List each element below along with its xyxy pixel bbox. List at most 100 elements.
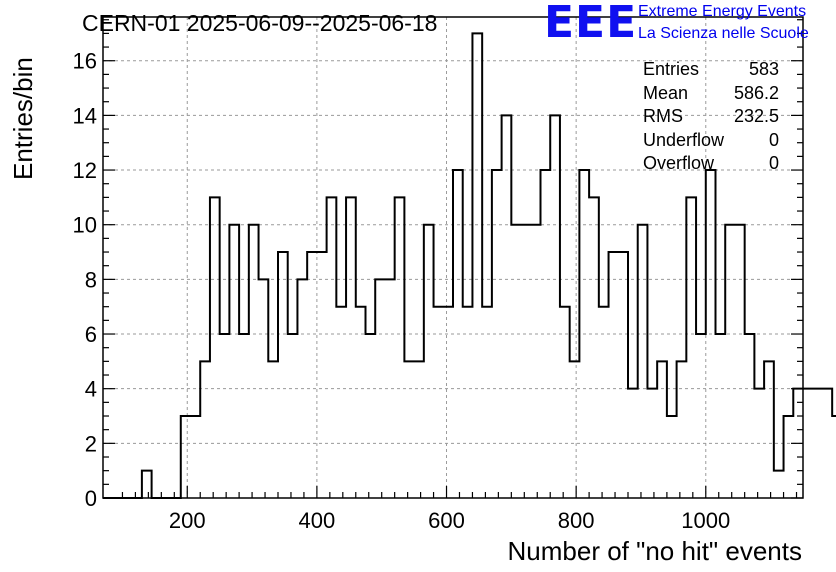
histogram-outline: [103, 32, 836, 499]
histogram-bin: [346, 197, 356, 498]
y-tick-label: 0: [85, 486, 97, 511]
histogram-bin: [317, 252, 327, 498]
histogram-bin: [414, 361, 424, 498]
histogram-bin: [531, 225, 541, 498]
stat-overflow: Overflow 0: [643, 152, 779, 176]
histogram-bin: [404, 361, 414, 498]
eee-logo: EEE Extreme Energy Events La Scienza nel…: [544, 0, 834, 48]
histogram-bin: [813, 389, 823, 498]
histogram-bin: [424, 225, 434, 498]
histogram-bin: [229, 225, 239, 498]
histogram-bin: [774, 471, 784, 498]
y-tick-label: 12: [73, 158, 97, 183]
histogram-bars: [103, 32, 836, 499]
y-tick-label: 2: [85, 431, 97, 456]
stat-entries: Entries 583: [643, 58, 779, 82]
histogram-bin: [191, 416, 201, 498]
histogram-bin: [259, 279, 269, 498]
histogram-bin: [628, 389, 638, 498]
chart-title: CERN-01 2025-06-09--2025-06-18: [82, 10, 438, 36]
histogram-bin: [706, 170, 716, 498]
histogram-bin: [784, 416, 794, 498]
histogram-bin: [570, 361, 580, 498]
histogram-bin: [210, 197, 220, 498]
y-tick-label: 10: [73, 213, 97, 238]
histogram-bin: [560, 307, 570, 498]
x-tick-label: 800: [558, 508, 595, 533]
histogram-bin: [492, 170, 502, 498]
histogram-bin: [618, 252, 628, 498]
stat-value: 0: [768, 153, 779, 173]
y-axis-label: Entries/bin: [8, 57, 38, 180]
histogram-bin: [200, 361, 210, 498]
histogram-bin: [686, 197, 696, 498]
histogram-bin: [482, 307, 492, 498]
histogram-bin: [181, 416, 191, 498]
x-tick-label: 200: [169, 508, 206, 533]
axis-ticks: [103, 19, 803, 499]
histogram-bin: [463, 307, 473, 498]
x-tick-label: 1000: [681, 508, 730, 533]
histogram-bin: [511, 225, 521, 498]
histogram-bin: [268, 361, 278, 498]
y-tick-label: 6: [85, 322, 97, 347]
histogram-bin: [754, 389, 764, 498]
stat-label: Overflow: [643, 153, 715, 173]
histogram-bin: [356, 307, 366, 498]
histogram-bin: [453, 170, 463, 498]
stat-label: Entries: [643, 59, 700, 79]
histogram-bin: [443, 307, 453, 498]
histogram-bin: [832, 416, 836, 498]
histogram-bin: [638, 225, 648, 498]
histogram-bin: [502, 115, 512, 498]
histogram-bin: [696, 334, 706, 498]
stat-value: 232.5: [733, 106, 779, 126]
stat-value: 583: [748, 59, 779, 79]
histogram-bin: [764, 361, 774, 498]
histogram-bin: [541, 170, 551, 498]
histogram-bin: [385, 279, 395, 498]
histogram-bin: [579, 170, 589, 498]
histogram-bin: [249, 225, 259, 498]
histogram-bin: [239, 334, 249, 498]
histogram-bin: [142, 471, 152, 498]
histogram-bin: [599, 307, 609, 498]
histogram-bin: [667, 416, 677, 498]
histogram-bin: [307, 252, 317, 498]
histogram-bin: [288, 334, 298, 498]
histogram-bin: [716, 334, 726, 498]
x-axis-label: Number of "no hit" events: [507, 536, 803, 566]
y-tick-label: 8: [85, 267, 97, 292]
y-tick-label: 4: [85, 377, 97, 402]
stat-underflow: Underflow 0: [643, 129, 779, 153]
histogram-bin: [434, 307, 444, 498]
histogram-bin: [375, 279, 385, 498]
histogram-bin: [297, 279, 307, 498]
histogram-bin: [220, 334, 230, 498]
stat-value: 586.2: [733, 82, 779, 103]
histogram-bin: [735, 225, 745, 498]
histogram-bin: [472, 33, 482, 498]
y-tick-label: 16: [73, 49, 97, 74]
histogram-bin: [647, 389, 657, 498]
stat-label: RMS: [643, 106, 683, 126]
y-tick-label: 14: [73, 103, 97, 128]
histogram-bin: [589, 197, 599, 498]
histogram-bin: [327, 197, 337, 498]
x-tick-label: 600: [428, 508, 465, 533]
histogram-bin: [803, 389, 813, 498]
logo-text-line1: Extreme Energy Events: [638, 3, 807, 20]
histogram-bin: [278, 252, 288, 498]
stat-label: Underflow: [643, 129, 725, 150]
histogram-bin: [657, 361, 667, 498]
histogram-bin: [395, 197, 405, 498]
histogram-bin: [609, 252, 619, 498]
eee-logo-mark: EEE: [544, 0, 638, 48]
logo-text-line2: La Scienza nelle Scuole: [638, 25, 809, 42]
stat-mean: Mean 586.2: [643, 82, 779, 106]
histogram-bin: [336, 307, 346, 498]
histogram-bin: [550, 115, 560, 498]
stat-rms: RMS 232.5: [643, 105, 779, 129]
x-tick-label: 400: [299, 508, 336, 533]
